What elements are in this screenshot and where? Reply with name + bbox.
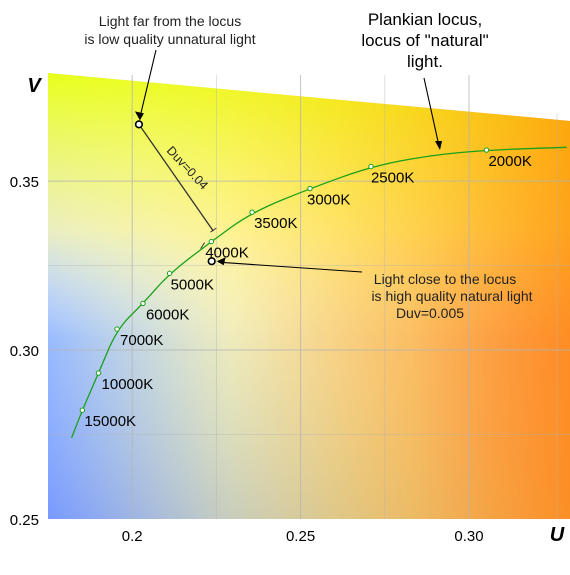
near-arrow-head — [216, 257, 226, 266]
temperature-label: 7000K — [120, 332, 163, 349]
y-tick-label: 0.35 — [10, 174, 39, 191]
temperature-marker — [95, 370, 102, 376]
temperature-marker — [249, 209, 255, 215]
temperature-label: 10000K — [102, 376, 154, 393]
temperature-label: 2500K — [371, 170, 414, 187]
far-annotation-text: is low quality unnatural light — [84, 31, 255, 47]
temperature-label: 3500K — [254, 215, 297, 232]
y-axis-label: V — [27, 75, 42, 97]
temperature-marker — [368, 163, 374, 170]
temperature-label: 4000K — [205, 245, 248, 262]
temperature-marker — [114, 326, 120, 332]
x-tick-label: 0.2 — [122, 528, 143, 545]
far-arrow-head — [134, 111, 144, 121]
near-sample-point — [207, 257, 216, 266]
locus-arrow-line — [423, 77, 440, 147]
far-annotation-text: Light far from the locus — [99, 13, 241, 29]
locus-line — [70, 146, 567, 439]
near-arrow-line — [218, 261, 363, 273]
temperature-marker — [79, 407, 86, 413]
near-annotation-text: Duv=0.005 — [396, 305, 464, 321]
locus-annotation-text: light. — [407, 52, 443, 71]
y-tick-label: 0.30 — [10, 343, 39, 360]
locus-annotation-text: Plankian locus, — [368, 10, 482, 29]
temperature-label: 15000K — [84, 413, 136, 430]
temperature-marker — [307, 185, 313, 192]
temperature-marker — [166, 270, 173, 277]
duv-tick — [200, 242, 206, 249]
background-orange-fill — [48, 73, 570, 519]
temperature-label: 6000K — [146, 306, 189, 323]
x-tick-label: 0.25 — [286, 528, 315, 545]
y-tick-label: 0.25 — [10, 512, 39, 529]
temperature-marker — [140, 300, 146, 307]
temperature-label: 3000K — [307, 192, 350, 209]
x-tick-label: 0.30 — [454, 528, 483, 545]
planckian-locus: 15000K 10000K 7000K 6000K 5000K 4000K 3500K 300… — [70, 146, 567, 439]
locus-arrow-head — [435, 141, 442, 150]
axis-labels: 0.2 0.25 0.30 0.25 0.30 0.35 U V — [10, 75, 565, 546]
far-arrow-line — [139, 49, 157, 118]
duv-far-line — [138, 123, 214, 232]
grid-lines — [48, 75, 570, 519]
gamut-background — [48, 73, 570, 519]
near-annotation-text: is high quality natural light — [371, 288, 532, 304]
x-axis-label: U — [550, 524, 565, 546]
temperature-marker — [483, 147, 490, 153]
locus-annotation-text: locus of "natural" — [361, 31, 488, 50]
far-sample-point — [134, 120, 144, 129]
temperature-marker — [208, 238, 215, 245]
duv-tick — [210, 227, 217, 233]
temperature-label: 5000K — [171, 276, 214, 293]
near-annotation-text: Light close to the locus — [374, 271, 516, 287]
temperature-label: 2000K — [488, 153, 531, 170]
